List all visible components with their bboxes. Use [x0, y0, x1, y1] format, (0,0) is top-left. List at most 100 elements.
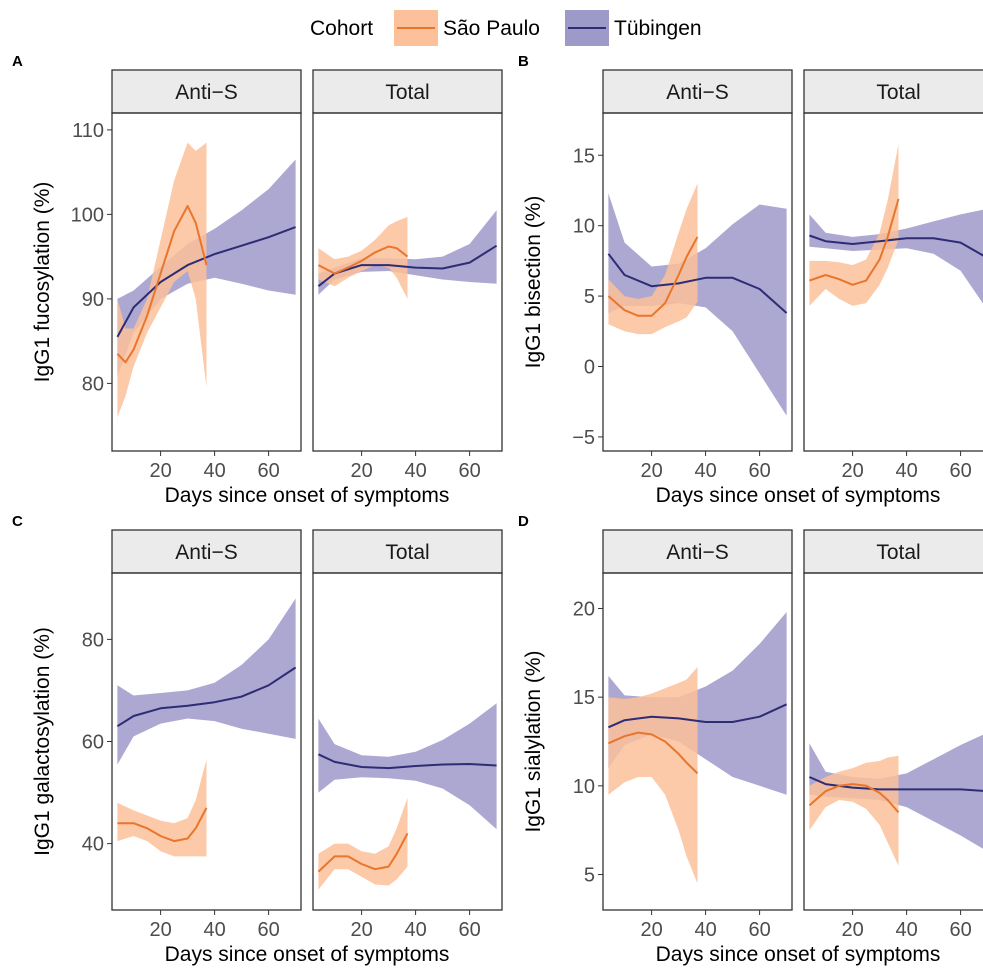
line-sao-paulo	[607, 236, 699, 317]
line-sao-paulo	[317, 245, 409, 275]
x-axis-anti-s: 20 40 60	[149, 451, 280, 482]
y-axis-title: IgG1 galactosylation (%)	[31, 627, 54, 856]
x-axis-total: 20 40 60	[841, 451, 972, 482]
legend-label-sao-paulo: São Paulo	[443, 17, 540, 40]
x-tick-label: 40	[694, 919, 716, 941]
facet-total: Total 20 40 60	[803, 69, 983, 482]
line-sao-paulo	[607, 731, 699, 775]
facet-strip-label-anti-s: Anti−S	[666, 541, 728, 564]
line-sao-paulo	[809, 198, 900, 286]
y-tick-label: 20	[573, 598, 595, 620]
line-tubingen	[607, 703, 788, 729]
x-tick-label: 60	[257, 460, 279, 482]
x-axis-anti-s: 20 40 60	[640, 910, 771, 941]
y-axis: 40 60 80	[82, 629, 112, 856]
legend-entry-sao-paulo: São Paulo	[394, 10, 540, 46]
x-tick-label: 60	[748, 460, 770, 482]
x-axis-total: 20 40 60	[350, 451, 481, 482]
y-tick-label: 40	[82, 834, 104, 856]
facet-strip-anti-s	[111, 69, 302, 114]
facet-strip-total	[803, 529, 983, 574]
facet-total: Total 20 40 60	[803, 529, 983, 941]
panel-d: D 5 10 15 20 IgG1 sialylation (%) Anti−S 20 40 60…	[518, 513, 983, 966]
facet-data-anti-s	[116, 142, 296, 418]
ci-band-tubingen	[608, 193, 787, 416]
facet-total: Total 20 40 60	[312, 69, 503, 482]
line-tubingen	[808, 776, 983, 792]
facet-data-total	[317, 210, 498, 299]
facet-frame-anti-s	[111, 112, 302, 452]
facet-frame-total	[312, 112, 503, 452]
x-axis-anti-s: 20 40 60	[149, 910, 280, 941]
x-axis-title: Days since onset of symptoms	[165, 484, 450, 507]
x-tick-label: 40	[203, 460, 225, 482]
y-tick-label: 10	[573, 216, 595, 238]
ci-band-sao-paulo	[608, 183, 698, 335]
facet-frame-total	[803, 112, 983, 452]
facet-strip-anti-s	[602, 529, 793, 574]
x-tick-label: 20	[841, 460, 863, 482]
facet-data-total	[808, 734, 983, 866]
x-tick-label: 60	[949, 460, 971, 482]
y-axis: −5 0 5 10 15	[572, 145, 603, 449]
legend: Cohort São Paulo Tübingen	[310, 10, 702, 46]
x-tick-label: 60	[458, 919, 480, 941]
legend-label-tubingen: Tübingen	[614, 17, 702, 40]
y-tick-label: 90	[82, 289, 104, 311]
ci-band-sao-paulo	[809, 755, 899, 866]
facet-total: Total 20 40 60	[312, 529, 503, 941]
panel-letter-b: B	[518, 53, 529, 70]
facet-frame-anti-s	[602, 572, 793, 911]
x-axis-anti-s: 20 40 60	[640, 451, 771, 482]
facet-strip-label-anti-s: Anti−S	[175, 81, 237, 104]
y-tick-label: 15	[573, 687, 595, 709]
facet-strip-label-total: Total	[876, 81, 920, 104]
y-tick-label: 10	[573, 776, 595, 798]
y-tick-label: 15	[573, 145, 595, 167]
facet-frame-total	[312, 572, 503, 911]
ci-band-tubingen	[318, 210, 497, 295]
panel-a: A 80 90 100 110 IgG1 fucosylation (%) Anti−S 20…	[12, 53, 503, 507]
x-tick-label: 20	[350, 460, 372, 482]
x-tick-label: 40	[404, 460, 426, 482]
panel-c: C 40 60 80 IgG1 galactosylation (%) Anti−S 20 4…	[12, 513, 503, 966]
facet-frame-anti-s	[602, 112, 793, 452]
facet-strip-total	[312, 529, 503, 574]
y-axis: 5 10 15 20	[573, 598, 603, 887]
facet-strip-label-total: Total	[876, 541, 920, 564]
y-axis: 80 90 100 110	[71, 120, 112, 395]
panel-letter-d: D	[518, 513, 529, 530]
ci-band-sao-paulo	[318, 216, 408, 299]
facet-strip-label-total: Total	[385, 541, 429, 564]
line-tubingen	[809, 234, 983, 257]
x-tick-label: 40	[895, 919, 917, 941]
x-axis-title: Days since onset of symptoms	[656, 484, 941, 507]
ci-band-sao-paulo	[608, 667, 698, 884]
ci-band-tubingen	[809, 209, 983, 304]
facet-strip-anti-s	[602, 69, 793, 114]
line-sao-paulo	[117, 807, 208, 843]
y-axis-title: IgG1 sialylation (%)	[522, 650, 545, 832]
facet-frame-anti-s	[111, 572, 302, 911]
x-tick-label: 40	[694, 460, 716, 482]
y-tick-label: 5	[584, 286, 595, 308]
x-tick-label: 40	[895, 460, 917, 482]
x-tick-label: 20	[841, 919, 863, 941]
x-tick-label: 60	[257, 919, 279, 941]
x-tick-label: 60	[458, 460, 480, 482]
facet-frame-total	[803, 572, 983, 911]
x-tick-label: 20	[149, 919, 171, 941]
y-tick-label: 60	[82, 732, 104, 754]
facet-anti-s: Anti−S 20 40 60	[111, 69, 302, 482]
facet-data-anti-s	[607, 183, 788, 416]
facet-strip-label-anti-s: Anti−S	[666, 81, 728, 104]
y-tick-label: 80	[82, 629, 104, 651]
panel-letter-a: A	[12, 53, 23, 70]
y-tick-label: 100	[71, 204, 104, 226]
y-axis-title: IgG1 bisection (%)	[522, 196, 545, 369]
x-tick-label: 20	[640, 919, 662, 941]
panel-letter-c: C	[12, 513, 23, 530]
ci-band-tubingen	[117, 598, 296, 765]
facet-data-anti-s	[116, 598, 297, 857]
